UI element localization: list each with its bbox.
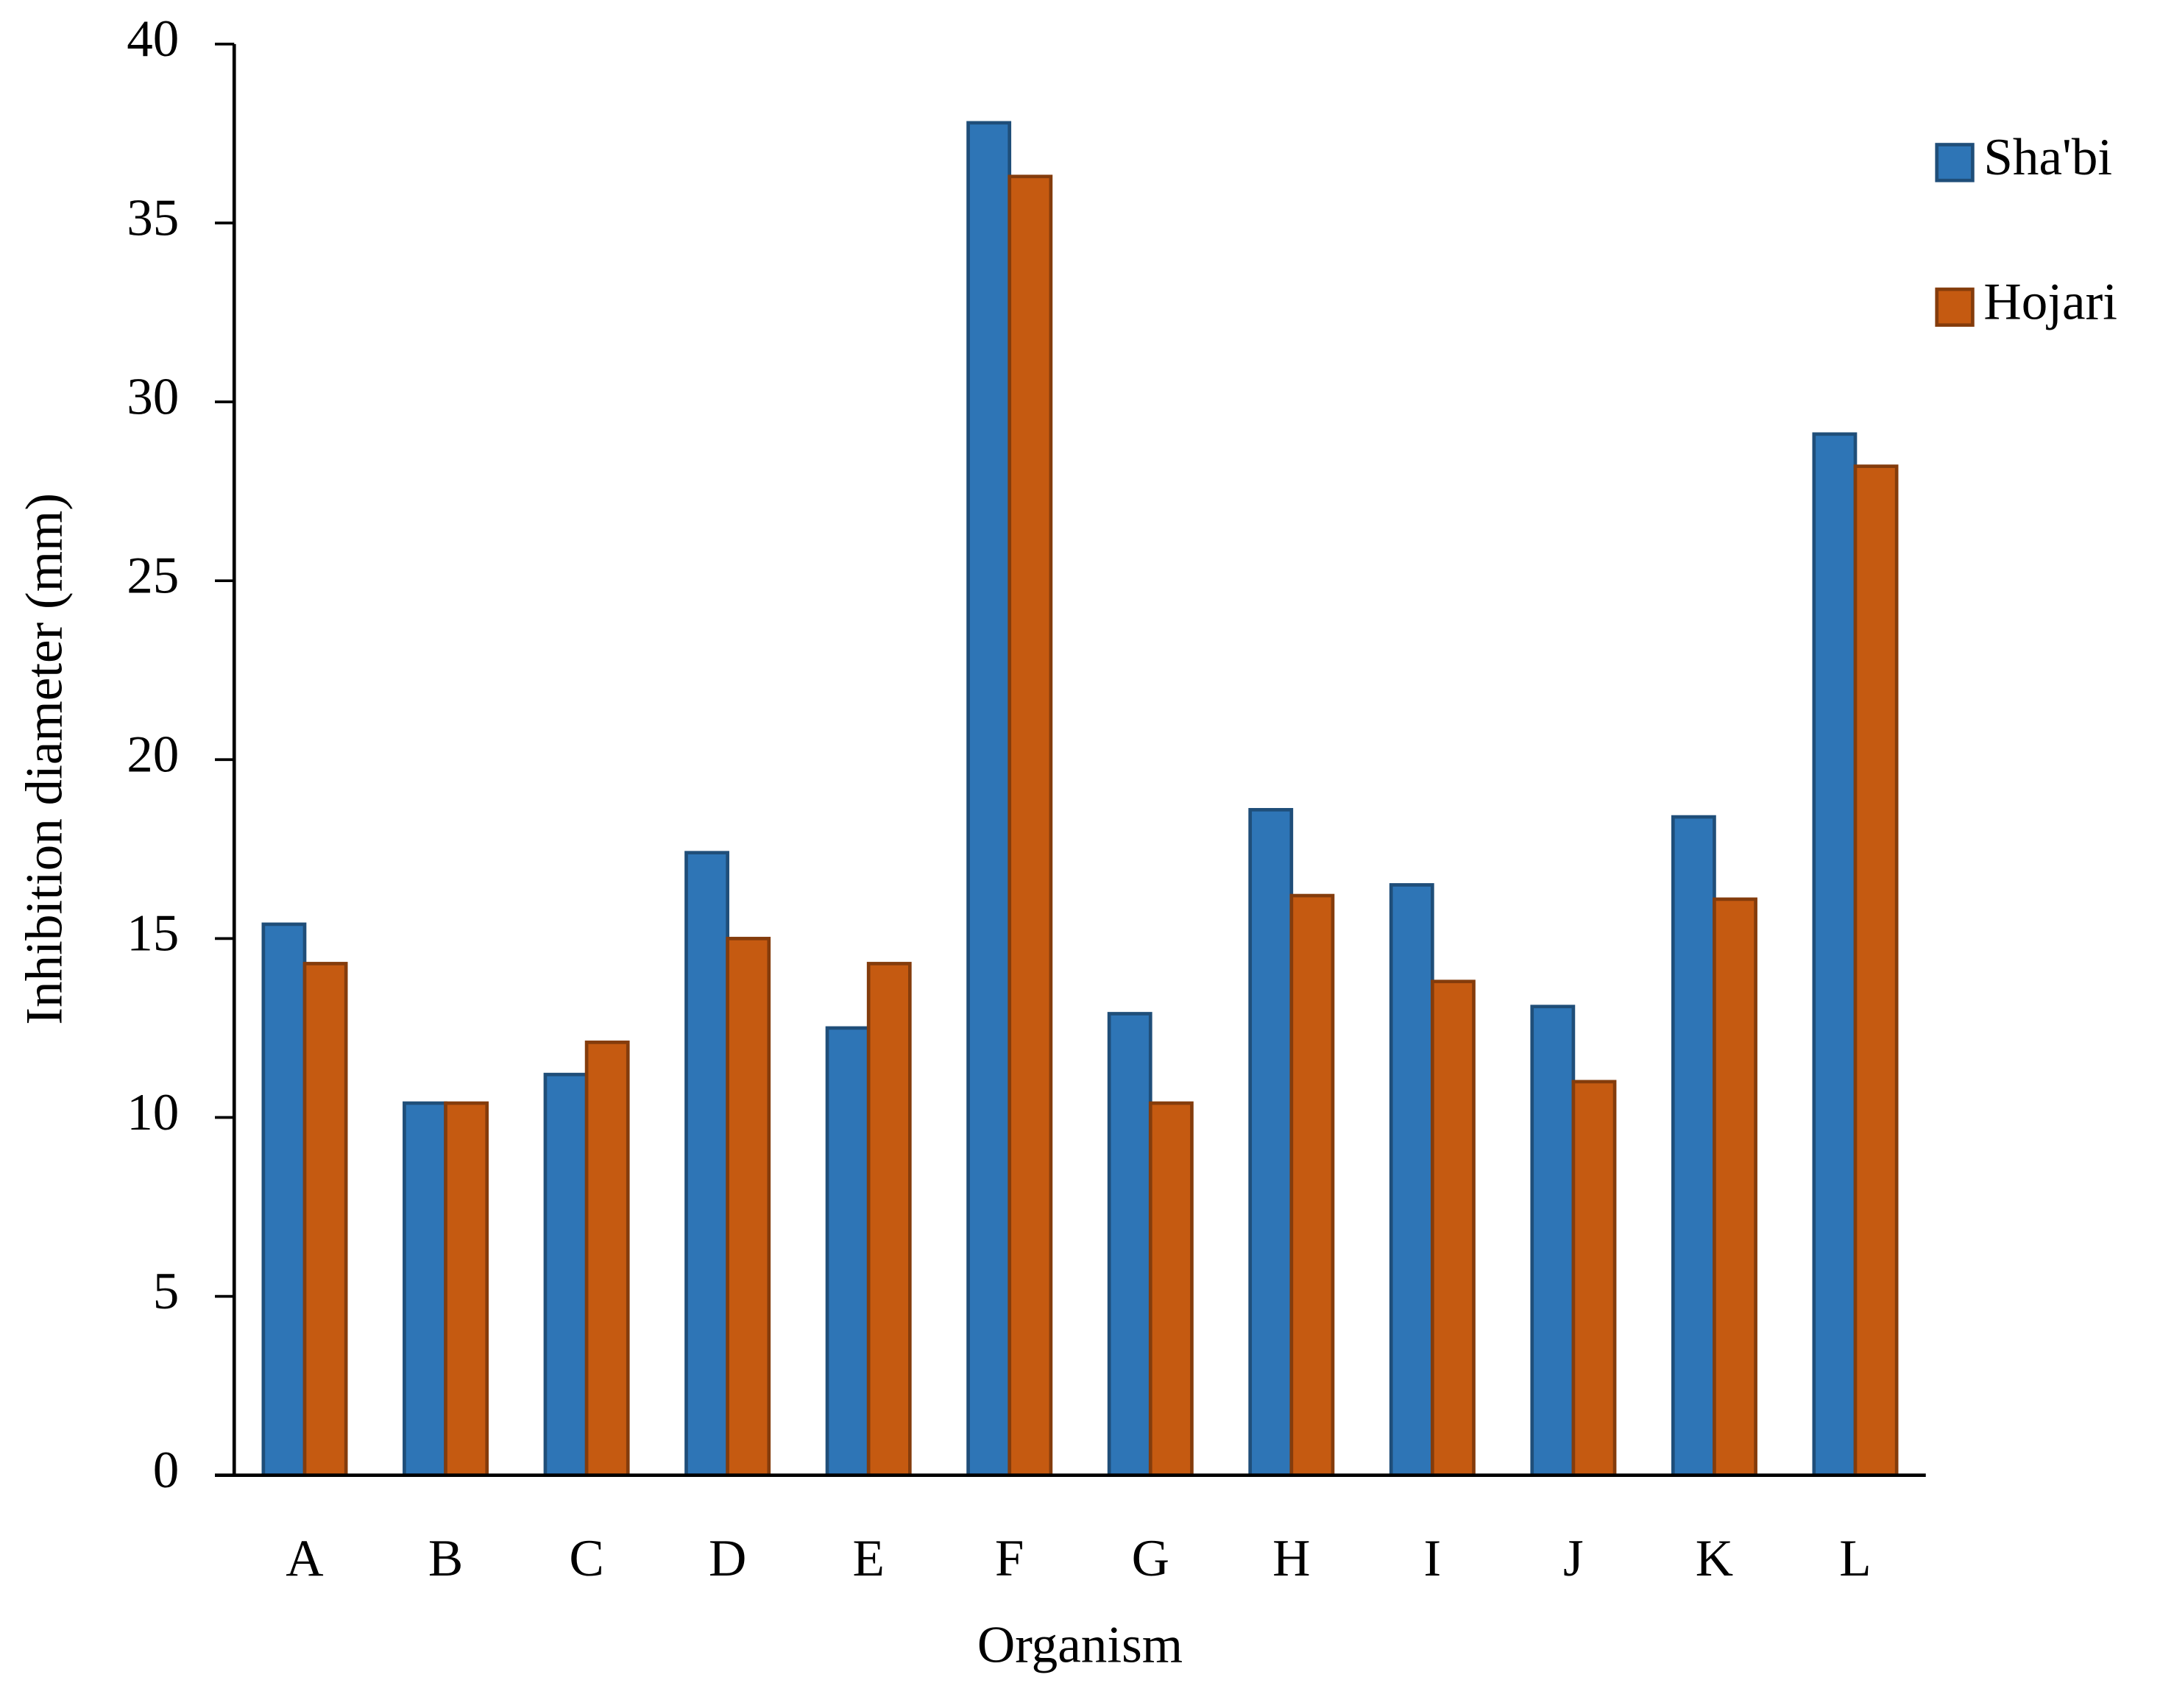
y-tick-label: 0 [153, 1442, 180, 1499]
bar [1530, 1004, 1576, 1478]
bar [1671, 815, 1716, 1478]
bar [261, 922, 307, 1478]
legend-label: Sha'bi [1983, 129, 2112, 186]
x-axis-label: Organism [977, 1617, 1183, 1674]
bar [1107, 1012, 1152, 1478]
bar [1148, 1101, 1194, 1478]
legend-label: Hojari [1983, 274, 2117, 331]
x-tick-label: F [995, 1530, 1024, 1587]
x-tick-label: B [428, 1530, 463, 1587]
x-tick-label: A [286, 1530, 323, 1587]
bar [1431, 979, 1476, 1478]
bar [966, 121, 1012, 1478]
x-tick-label: I [1424, 1530, 1442, 1587]
legend-swatch [1935, 143, 1975, 183]
bar [1853, 464, 1899, 1478]
y-axis-label: Inhibition diameter (mm) [16, 493, 74, 1025]
x-tick-label: D [709, 1530, 746, 1587]
bar [403, 1101, 447, 1478]
bar [1571, 1080, 1617, 1478]
y-tick-label: 15 [127, 905, 179, 963]
bar [1389, 883, 1434, 1478]
x-tick-label: H [1272, 1530, 1310, 1587]
x-tick-label: C [569, 1530, 603, 1587]
x-tick-label: J [1563, 1530, 1584, 1587]
bar [1289, 893, 1335, 1478]
bar [866, 962, 912, 1478]
y-tick-label: 25 [127, 548, 179, 605]
y-tick-label: 35 [127, 189, 179, 247]
x-tick-label: G [1132, 1530, 1169, 1587]
legend-swatch [1935, 287, 1975, 327]
bar [543, 1072, 589, 1478]
x-tick-label: E [852, 1530, 884, 1587]
bar [1713, 897, 1757, 1478]
y-tick-label: 30 [127, 368, 179, 425]
bar [1248, 808, 1294, 1478]
y-tick-label: 5 [153, 1263, 180, 1320]
bar [684, 851, 729, 1478]
bar [584, 1041, 630, 1478]
bar [1812, 432, 1858, 1478]
y-tick-label: 10 [127, 1084, 179, 1141]
y-tick-label: 20 [127, 726, 179, 784]
bar [726, 937, 771, 1478]
y-tick-label: 40 [127, 10, 179, 68]
bar [1008, 174, 1053, 1478]
bar [825, 1026, 871, 1478]
bar [302, 962, 348, 1478]
x-tick-label: L [1839, 1530, 1871, 1587]
bar [444, 1101, 489, 1478]
x-tick-label: K [1696, 1530, 1733, 1587]
